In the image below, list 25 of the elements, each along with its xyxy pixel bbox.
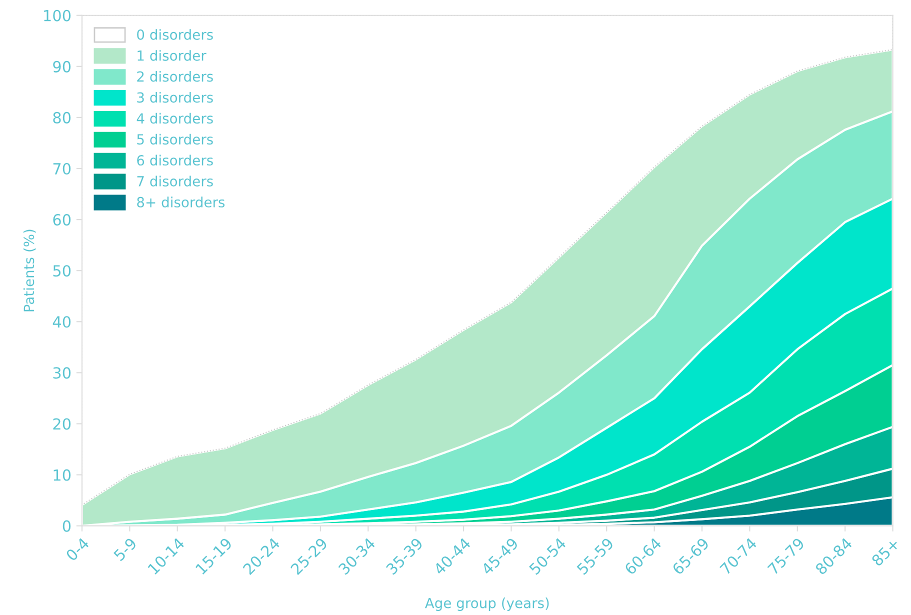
y-tick-label: 0 xyxy=(62,520,71,532)
y-tick-label: 60 xyxy=(53,214,71,226)
y-tick-label: 40 xyxy=(52,316,71,328)
legend-label: 5 disorders xyxy=(137,134,213,145)
legend-label: 7 disorders xyxy=(137,176,213,186)
legend-label: 1 disorder xyxy=(138,50,206,61)
y-tick-label: 10 xyxy=(54,469,71,481)
legend-label: 0 disorders xyxy=(137,29,213,40)
x-tick-label: 5-9 xyxy=(113,537,138,562)
y-axis-title: Patients (%) xyxy=(23,230,36,312)
legend-label: 3 disorders xyxy=(137,92,213,103)
y-tick-label: 20 xyxy=(53,418,71,430)
legend-label: 6 disorders xyxy=(137,154,213,166)
y-tick-label: 70 xyxy=(53,162,71,175)
y-tick-label: 100 xyxy=(44,10,71,22)
x-axis-title: Age group (years) xyxy=(424,598,549,611)
x-tick-label: 85+ xyxy=(870,538,900,567)
y-tick-label: 90 xyxy=(53,60,71,72)
legend-label: 4 disorders xyxy=(136,112,213,124)
y-tick-label: 30 xyxy=(53,367,71,379)
x-tick-label: 0-4 xyxy=(65,537,90,562)
y-tick-label: 80 xyxy=(53,112,71,124)
legend-label: 8+ disorders xyxy=(137,196,225,208)
legend-label: 2 disorders xyxy=(137,71,213,82)
y-tick-label: 50 xyxy=(53,265,71,277)
